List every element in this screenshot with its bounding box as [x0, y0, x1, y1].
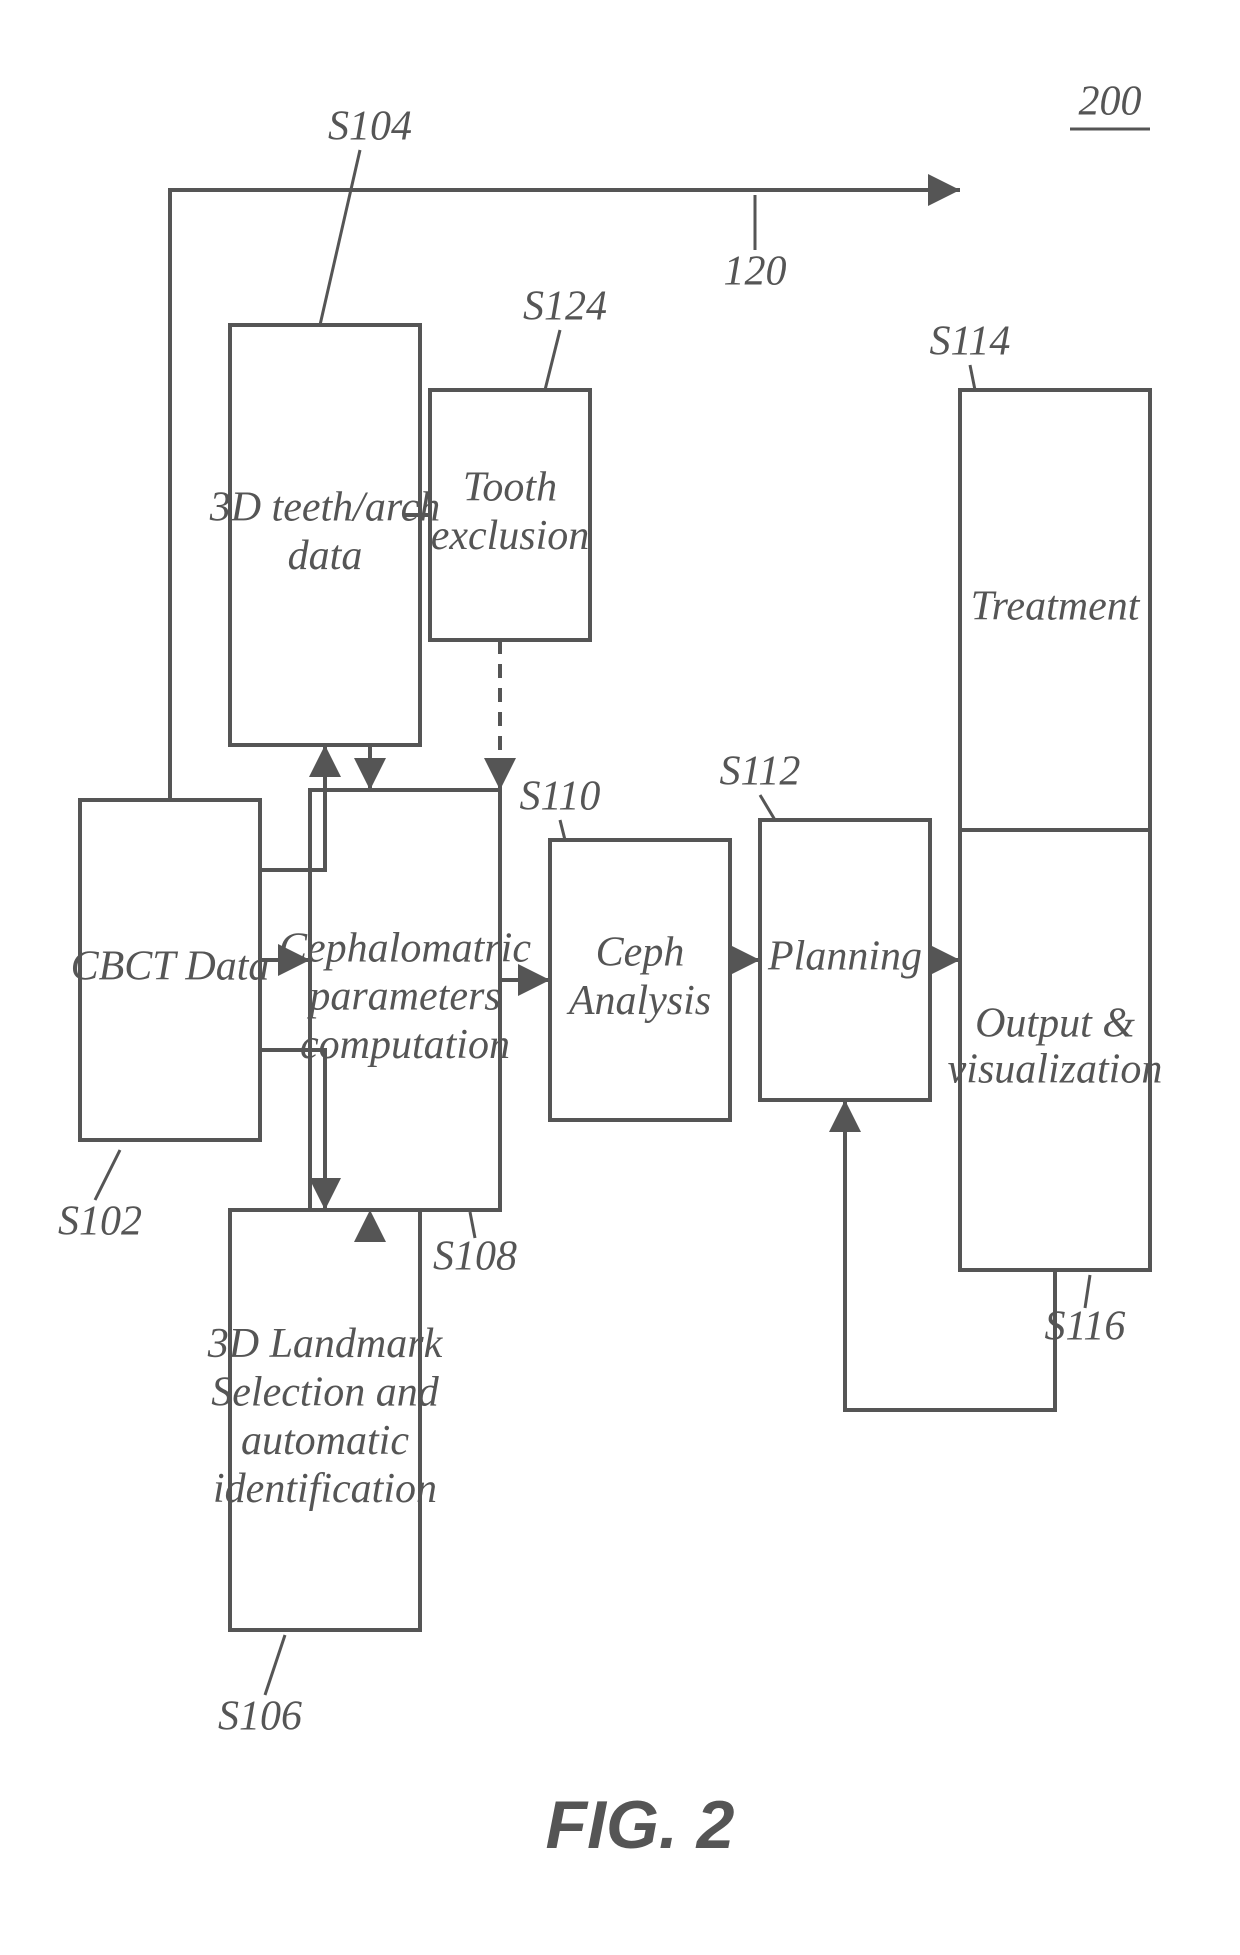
svg-text:Ceph: Ceph	[596, 929, 685, 975]
svg-text:120: 120	[724, 249, 787, 295]
svg-text:3D teeth/arch: 3D teeth/arch	[209, 484, 441, 530]
svg-text:Selection and: Selection and	[211, 1369, 439, 1415]
svg-text:S114: S114	[930, 319, 1011, 365]
svg-text:S116: S116	[1045, 1304, 1126, 1350]
svg-text:3D Landmark: 3D Landmark	[207, 1321, 444, 1367]
svg-text:Planning: Planning	[767, 934, 922, 980]
svg-text:Treatment: Treatment	[971, 584, 1141, 630]
svg-text:S102: S102	[58, 1199, 142, 1245]
svg-text:Output &: Output &	[975, 1001, 1135, 1047]
svg-text:S106: S106	[218, 1694, 302, 1740]
svg-text:data: data	[288, 533, 363, 579]
svg-text:computation: computation	[300, 1022, 510, 1068]
svg-text:identification: identification	[213, 1466, 437, 1512]
svg-text:S108: S108	[433, 1234, 517, 1280]
svg-text:parameters: parameters	[306, 974, 500, 1020]
svg-text:Cephalomatric: Cephalomatric	[279, 925, 531, 971]
svg-text:S112: S112	[720, 749, 801, 795]
svg-text:S110: S110	[520, 774, 601, 820]
svg-text:200: 200	[1079, 79, 1142, 125]
svg-text:Tooth: Tooth	[463, 464, 557, 510]
svg-text:FIG. 2: FIG. 2	[546, 1787, 735, 1863]
svg-text:S124: S124	[523, 284, 607, 330]
svg-text:exclusion: exclusion	[431, 513, 590, 559]
flowchart-figure-2: CBCT Data 3D teeth/archdata 3D LandmarkSel…	[0, 0, 1240, 1955]
svg-text:CBCT Data: CBCT Data	[71, 944, 270, 990]
svg-text:Analysis: Analysis	[566, 978, 711, 1024]
svg-text:S104: S104	[328, 104, 412, 150]
svg-text:automatic: automatic	[241, 1418, 409, 1464]
svg-text:visualization: visualization	[948, 1047, 1163, 1093]
